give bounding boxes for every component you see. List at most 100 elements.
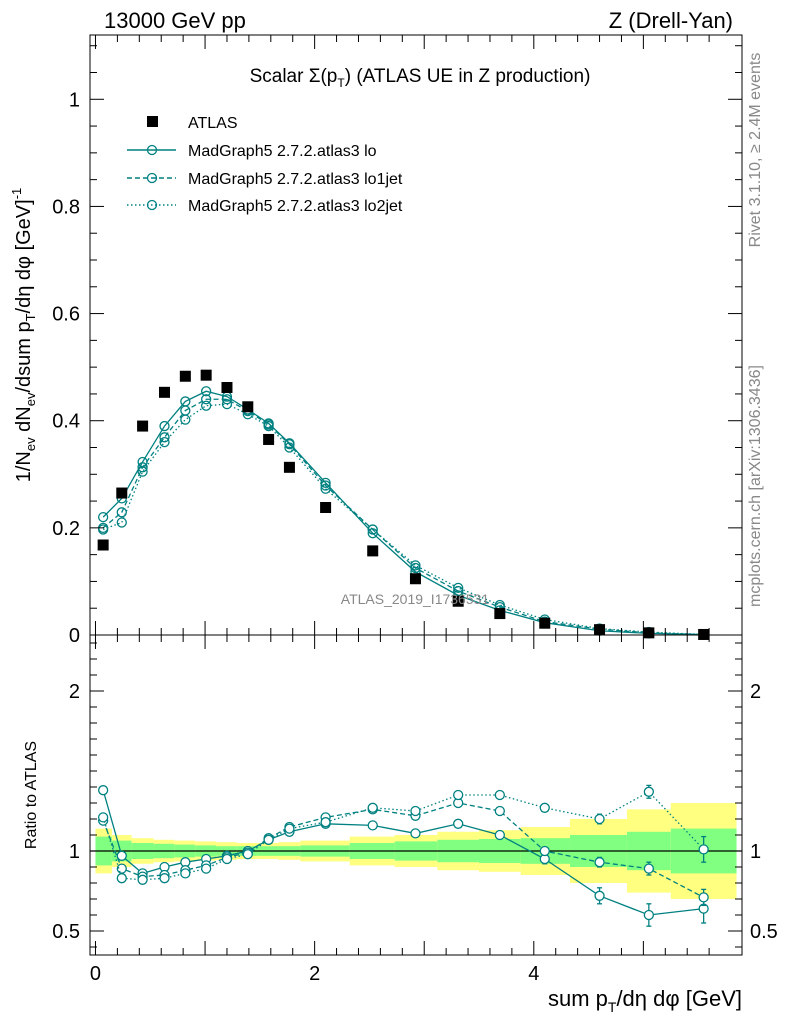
ratio-dotted-point [180, 868, 191, 879]
ratio-dotted-point [284, 823, 295, 834]
atlas-data-point [116, 487, 128, 499]
main-ytick-label: 0 [69, 625, 80, 647]
analysis-watermark: ATLAS_2019_I1736531 [341, 591, 490, 607]
atlas-data-point [539, 617, 551, 629]
series-dotted-point [201, 400, 212, 411]
main-ytick-label: 0.6 [52, 304, 80, 326]
ratio-dotted-point [594, 813, 605, 825]
series-dotted-point [97, 524, 109, 535]
ratio-dotted-point [159, 873, 170, 884]
ratio-ytick-label-right: 0.5 [750, 921, 778, 943]
ratio-dashed-point [494, 805, 505, 817]
series-dotted-point [221, 398, 233, 410]
ratio-dotted-point [643, 786, 655, 797]
atlas-data-point [137, 420, 149, 432]
x-axis-label: sum pT/dη dφ [GeV] [548, 986, 742, 1015]
series-solid-point [159, 420, 170, 432]
ratio-frame [89, 634, 743, 956]
atlas-data-point [221, 382, 233, 393]
ratio-dotted-point [97, 812, 109, 823]
series-dotted-point [367, 524, 378, 535]
main-ytick-label: 0.4 [52, 411, 80, 433]
mcplots-label: mcplots.cern.ch [arXiv:1306.3436] [747, 365, 764, 607]
series-dashed-point [137, 462, 148, 473]
main-ylabel: 1/Nev dNev/dsum pT/dη dφ [GeV]-1 [9, 188, 38, 483]
atlas-data-point [200, 369, 212, 381]
atlas-data-point [452, 595, 464, 607]
main-ytick-label: 0.2 [52, 518, 80, 540]
ratio-ytick-label-right: 1 [750, 841, 761, 863]
legend-lo-label: MadGraph5 2.7.2.atlas3 lo [188, 143, 377, 160]
series-dotted-point [284, 442, 295, 453]
header-energy: 13000 GeV pp [104, 8, 246, 33]
main-ytick-label: 0.8 [52, 196, 80, 218]
ratio-dotted-point [494, 789, 505, 801]
main-ytick-label: 1 [69, 89, 80, 111]
ratio-solid-point [410, 828, 421, 839]
ratio-ytick-label: 0.5 [52, 921, 80, 943]
legend-lo-marker [146, 144, 158, 156]
ratio-ytick-label: 2 [69, 681, 80, 703]
atlas-data-point [159, 386, 171, 398]
ratio-solid-point [453, 818, 464, 829]
ratio-dotted-point [201, 863, 212, 874]
ratio-dashed-point [594, 857, 605, 868]
ratio-dotted-point [116, 873, 127, 884]
legend-lo1jet-marker [146, 172, 158, 184]
atlas-data-point [97, 539, 109, 551]
plot-title: Scalar Σ(pT) (ATLAS UE in Z production) [250, 66, 591, 90]
atlas-data-point [698, 628, 710, 640]
ratio-dashed-point [643, 863, 655, 874]
series-dashed-point [201, 394, 212, 405]
series-solid-point [97, 511, 109, 523]
series-dashed-point [320, 480, 331, 491]
ratio-solid-point [494, 829, 505, 841]
series-dashed-point [159, 432, 170, 443]
legend-atlas-marker [147, 116, 158, 127]
ratio-dotted-point [367, 802, 378, 813]
ratio-xtick-label: 4 [528, 963, 539, 985]
legend-lo2jet-label: MadGraph5 2.7.2.atlas3 lo2jet [188, 198, 403, 215]
series-dotted-point [410, 560, 421, 571]
ratio-dotted-point [698, 844, 709, 855]
series-dashed-point [284, 439, 295, 450]
ratio-dotted-point [242, 849, 253, 860]
ratio-dotted-point [453, 789, 464, 801]
header-process: Z (Drell-Yan) [609, 8, 733, 33]
ratio-ylabel: Ratio to ATLAS [23, 741, 40, 849]
series-dashed-point [453, 585, 464, 597]
atlas-data-point [409, 573, 421, 585]
legend-lo2jet-marker [146, 199, 158, 211]
series-dotted-point [320, 483, 331, 494]
ratio-dotted-point [539, 802, 550, 813]
series-dotted-point [453, 582, 464, 594]
atlas-data-point [494, 608, 506, 620]
ratio-solid-point [367, 820, 378, 831]
series-dotted-point [159, 436, 170, 448]
ratio-solid-point [643, 909, 655, 921]
ratio-ytick-label-right: 2 [750, 681, 761, 703]
ratio-dotted-point [221, 853, 233, 865]
atlas-data-point [263, 433, 275, 445]
atlas-data-point [367, 545, 379, 557]
ratio-dashed-point [698, 892, 709, 903]
atlas-data-point [242, 401, 254, 413]
ratio-panel: 0.5 0.5 1 1 2 2 0 2 4 Ratio to ATLAS sum pT/dη d… [23, 634, 778, 1015]
ratio-ytick-label: 1 [69, 841, 80, 863]
atlas-data-point [179, 370, 191, 382]
ratio-dotted-point [410, 805, 421, 817]
series-dashed-point [410, 562, 421, 574]
series-dotted-line [102, 403, 704, 636]
ratio-dashed-point [539, 845, 550, 857]
main-panel: 0 0.2 0.4 0.6 0.8 1 Scalar Σ(pT) (ATLAS UE in… [9, 34, 743, 647]
series-dotted-point [137, 466, 148, 477]
series-dotted-point [180, 414, 191, 425]
legend: ATLAS MadGraph5 2.7.2.atlas3 lo MadGraph… [127, 115, 403, 215]
atlas-data-point [283, 461, 295, 473]
series-dotted-point [116, 517, 127, 528]
ratio-dotted-point [320, 817, 331, 828]
rivet-label: Rivet 3.1.10, ≥ 2.4M events [747, 53, 764, 248]
main-axes: 0 0.2 0.4 0.6 0.8 1 [52, 35, 742, 647]
atlas-data-point [320, 502, 332, 513]
